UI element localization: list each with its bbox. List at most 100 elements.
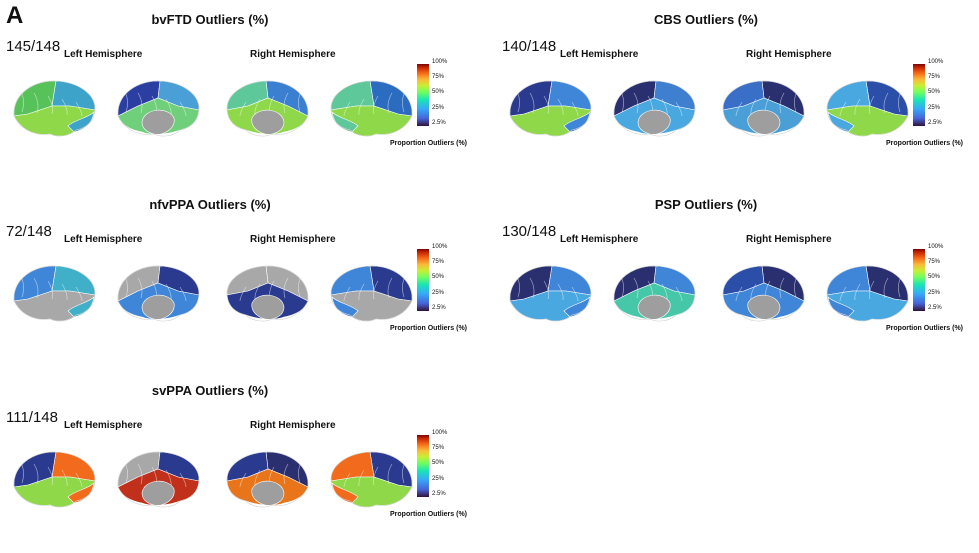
left-hemisphere-label: Left Hemisphere (560, 234, 639, 245)
temporal-pole (563, 296, 591, 318)
brain-outline (722, 265, 805, 322)
sulcus-line (869, 280, 875, 300)
sulcus-line (854, 283, 861, 301)
sulcus-line (33, 92, 39, 114)
brain-region (51, 80, 96, 111)
brain-medial-right (722, 80, 805, 137)
sulcus-line (179, 286, 187, 302)
brain-outline (13, 265, 96, 322)
brain-outline (226, 80, 309, 137)
medial-wall (637, 109, 671, 135)
sulcus-line (358, 98, 365, 116)
colorbar-tick: 50% (432, 89, 445, 95)
sulcus-line (557, 283, 564, 301)
brain-region (51, 451, 96, 482)
colorbar-tick: 25% (928, 290, 941, 296)
sulcus-line (358, 469, 365, 487)
sulcus-line (883, 277, 889, 299)
sulcus-line (402, 89, 407, 113)
left-hemisphere-label: Left Hemisphere (64, 234, 143, 245)
colorbar (913, 249, 925, 311)
sulcus-line (61, 283, 68, 301)
brain-lateral-right (330, 451, 413, 508)
medial-wall (141, 109, 175, 135)
brain-outline (826, 265, 909, 322)
sulcus-line (633, 277, 639, 299)
brain-outline (330, 451, 413, 508)
panel-letter: A (6, 2, 24, 29)
brain-outline (330, 265, 413, 322)
right-hemisphere-label: Right Hemisphere (746, 49, 832, 60)
temporal-pole (827, 296, 855, 318)
sulcus-line (619, 89, 624, 113)
colorbar-tick: 100% (432, 244, 448, 250)
sulcus-line (358, 283, 365, 301)
sulcus-line (19, 274, 24, 298)
sulcus-line (47, 95, 53, 115)
brain-lateral-left (13, 451, 96, 508)
colorbar-tick: 100% (928, 59, 944, 65)
panel-psp: PSP Outliers (%) 130/148 Left Hemisphere… (496, 197, 976, 367)
brain-lateral-left (13, 80, 96, 137)
colorbar-tick: 2.5% (928, 305, 942, 311)
colorbar (913, 64, 925, 126)
colorbar-tick: 2.5% (432, 120, 446, 126)
medial-wall (747, 109, 781, 135)
colorbar-tick: 100% (432, 430, 448, 436)
colorbar-label: Proportion Outliers (%) (390, 325, 467, 332)
sulcus-line (75, 101, 83, 117)
sulcus-line (373, 280, 379, 300)
colorbar-tick: 75% (928, 259, 941, 265)
brain-outline (226, 265, 309, 322)
colorbar-tick: 2.5% (432, 305, 446, 311)
sulcus-line (779, 277, 785, 299)
sulcus-line (239, 101, 247, 117)
brain-outline (509, 80, 592, 137)
sulcus-line (869, 95, 875, 115)
brain-region (51, 265, 96, 296)
brain-medial-left (117, 451, 200, 508)
brain-outline (722, 80, 805, 137)
right-hemisphere-label: Right Hemisphere (746, 234, 832, 245)
sulcus-line (33, 463, 39, 485)
sulcus-line (515, 89, 520, 113)
colorbar-tick: 75% (432, 259, 445, 265)
colorbar-tick: 50% (928, 89, 941, 95)
sulcus-line (373, 95, 379, 115)
brain-medial-right (722, 265, 805, 322)
sulcus-line (179, 472, 187, 488)
colorbar-tick: 25% (432, 476, 445, 482)
sulcus-line (883, 92, 889, 114)
panel-nfvppa: nfvPPA Outliers (%) 72/148 Left Hemisphe… (0, 197, 480, 367)
sulcus-line (239, 472, 247, 488)
outlier-count: 111/148 (6, 409, 58, 426)
brain-region (826, 265, 871, 296)
temporal-pole (331, 482, 359, 504)
sulcus-line (298, 460, 303, 484)
brain-outline (613, 80, 696, 137)
brain-region (826, 80, 871, 111)
panel-svppa: svPPA Outliers (%) 111/148 Left Hemisphe… (0, 383, 480, 553)
sulcus-line (839, 286, 847, 302)
sulcus-line (633, 92, 639, 114)
sulcus-line (343, 101, 351, 117)
sulcus-line (779, 92, 785, 114)
right-hemisphere-label: Right Hemisphere (250, 420, 336, 431)
sulcus-line (239, 286, 247, 302)
brain-medial-right (226, 265, 309, 322)
temporal-pole (331, 296, 359, 318)
sulcus-line (543, 95, 549, 115)
sulcus-line (571, 101, 579, 117)
sulcus-line (137, 92, 143, 114)
sulcus-line (61, 469, 68, 487)
sulcus-line (137, 277, 143, 299)
sulcus-line (387, 463, 393, 485)
colorbar-tick: 50% (432, 460, 445, 466)
brain-lateral-left (509, 265, 592, 322)
panel-title: PSP Outliers (%) (654, 197, 758, 212)
sulcus-line (529, 92, 535, 114)
brain-outline (117, 451, 200, 508)
colorbar-tick: 50% (432, 274, 445, 280)
colorbar-tick: 50% (928, 274, 941, 280)
sulcus-line (137, 463, 143, 485)
